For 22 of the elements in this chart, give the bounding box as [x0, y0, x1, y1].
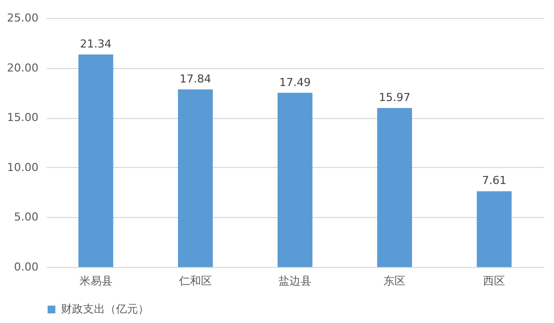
x-tick-label: 仁和区	[178, 274, 212, 288]
y-tick-label: 0.00	[14, 260, 38, 274]
bar	[476, 191, 512, 267]
legend-label: 财政支出（亿元）	[61, 302, 149, 316]
x-tick-label: 米易县	[79, 274, 112, 288]
y-tick-label: 5.00	[14, 210, 38, 224]
bar	[278, 92, 312, 267]
x-tick-label: 西区	[483, 274, 506, 288]
y-tick-label: 20.00	[7, 61, 38, 74]
data-label: 15.97	[378, 90, 410, 104]
x-tick-label: 盐边县	[278, 274, 312, 288]
y-tick-label: 25.00	[7, 12, 38, 24]
bar	[178, 89, 213, 267]
data-label: 7.61	[482, 174, 506, 188]
data-label: 17.49	[279, 76, 311, 89]
bar	[377, 108, 412, 267]
data-label: 17.84	[180, 72, 212, 86]
bar	[78, 54, 114, 267]
y-tick-label: 15.00	[7, 111, 38, 124]
y-tick-label: 10.00	[7, 160, 38, 174]
data-label: 21.34	[80, 37, 112, 50]
x-tick-label: 东区	[384, 274, 406, 288]
